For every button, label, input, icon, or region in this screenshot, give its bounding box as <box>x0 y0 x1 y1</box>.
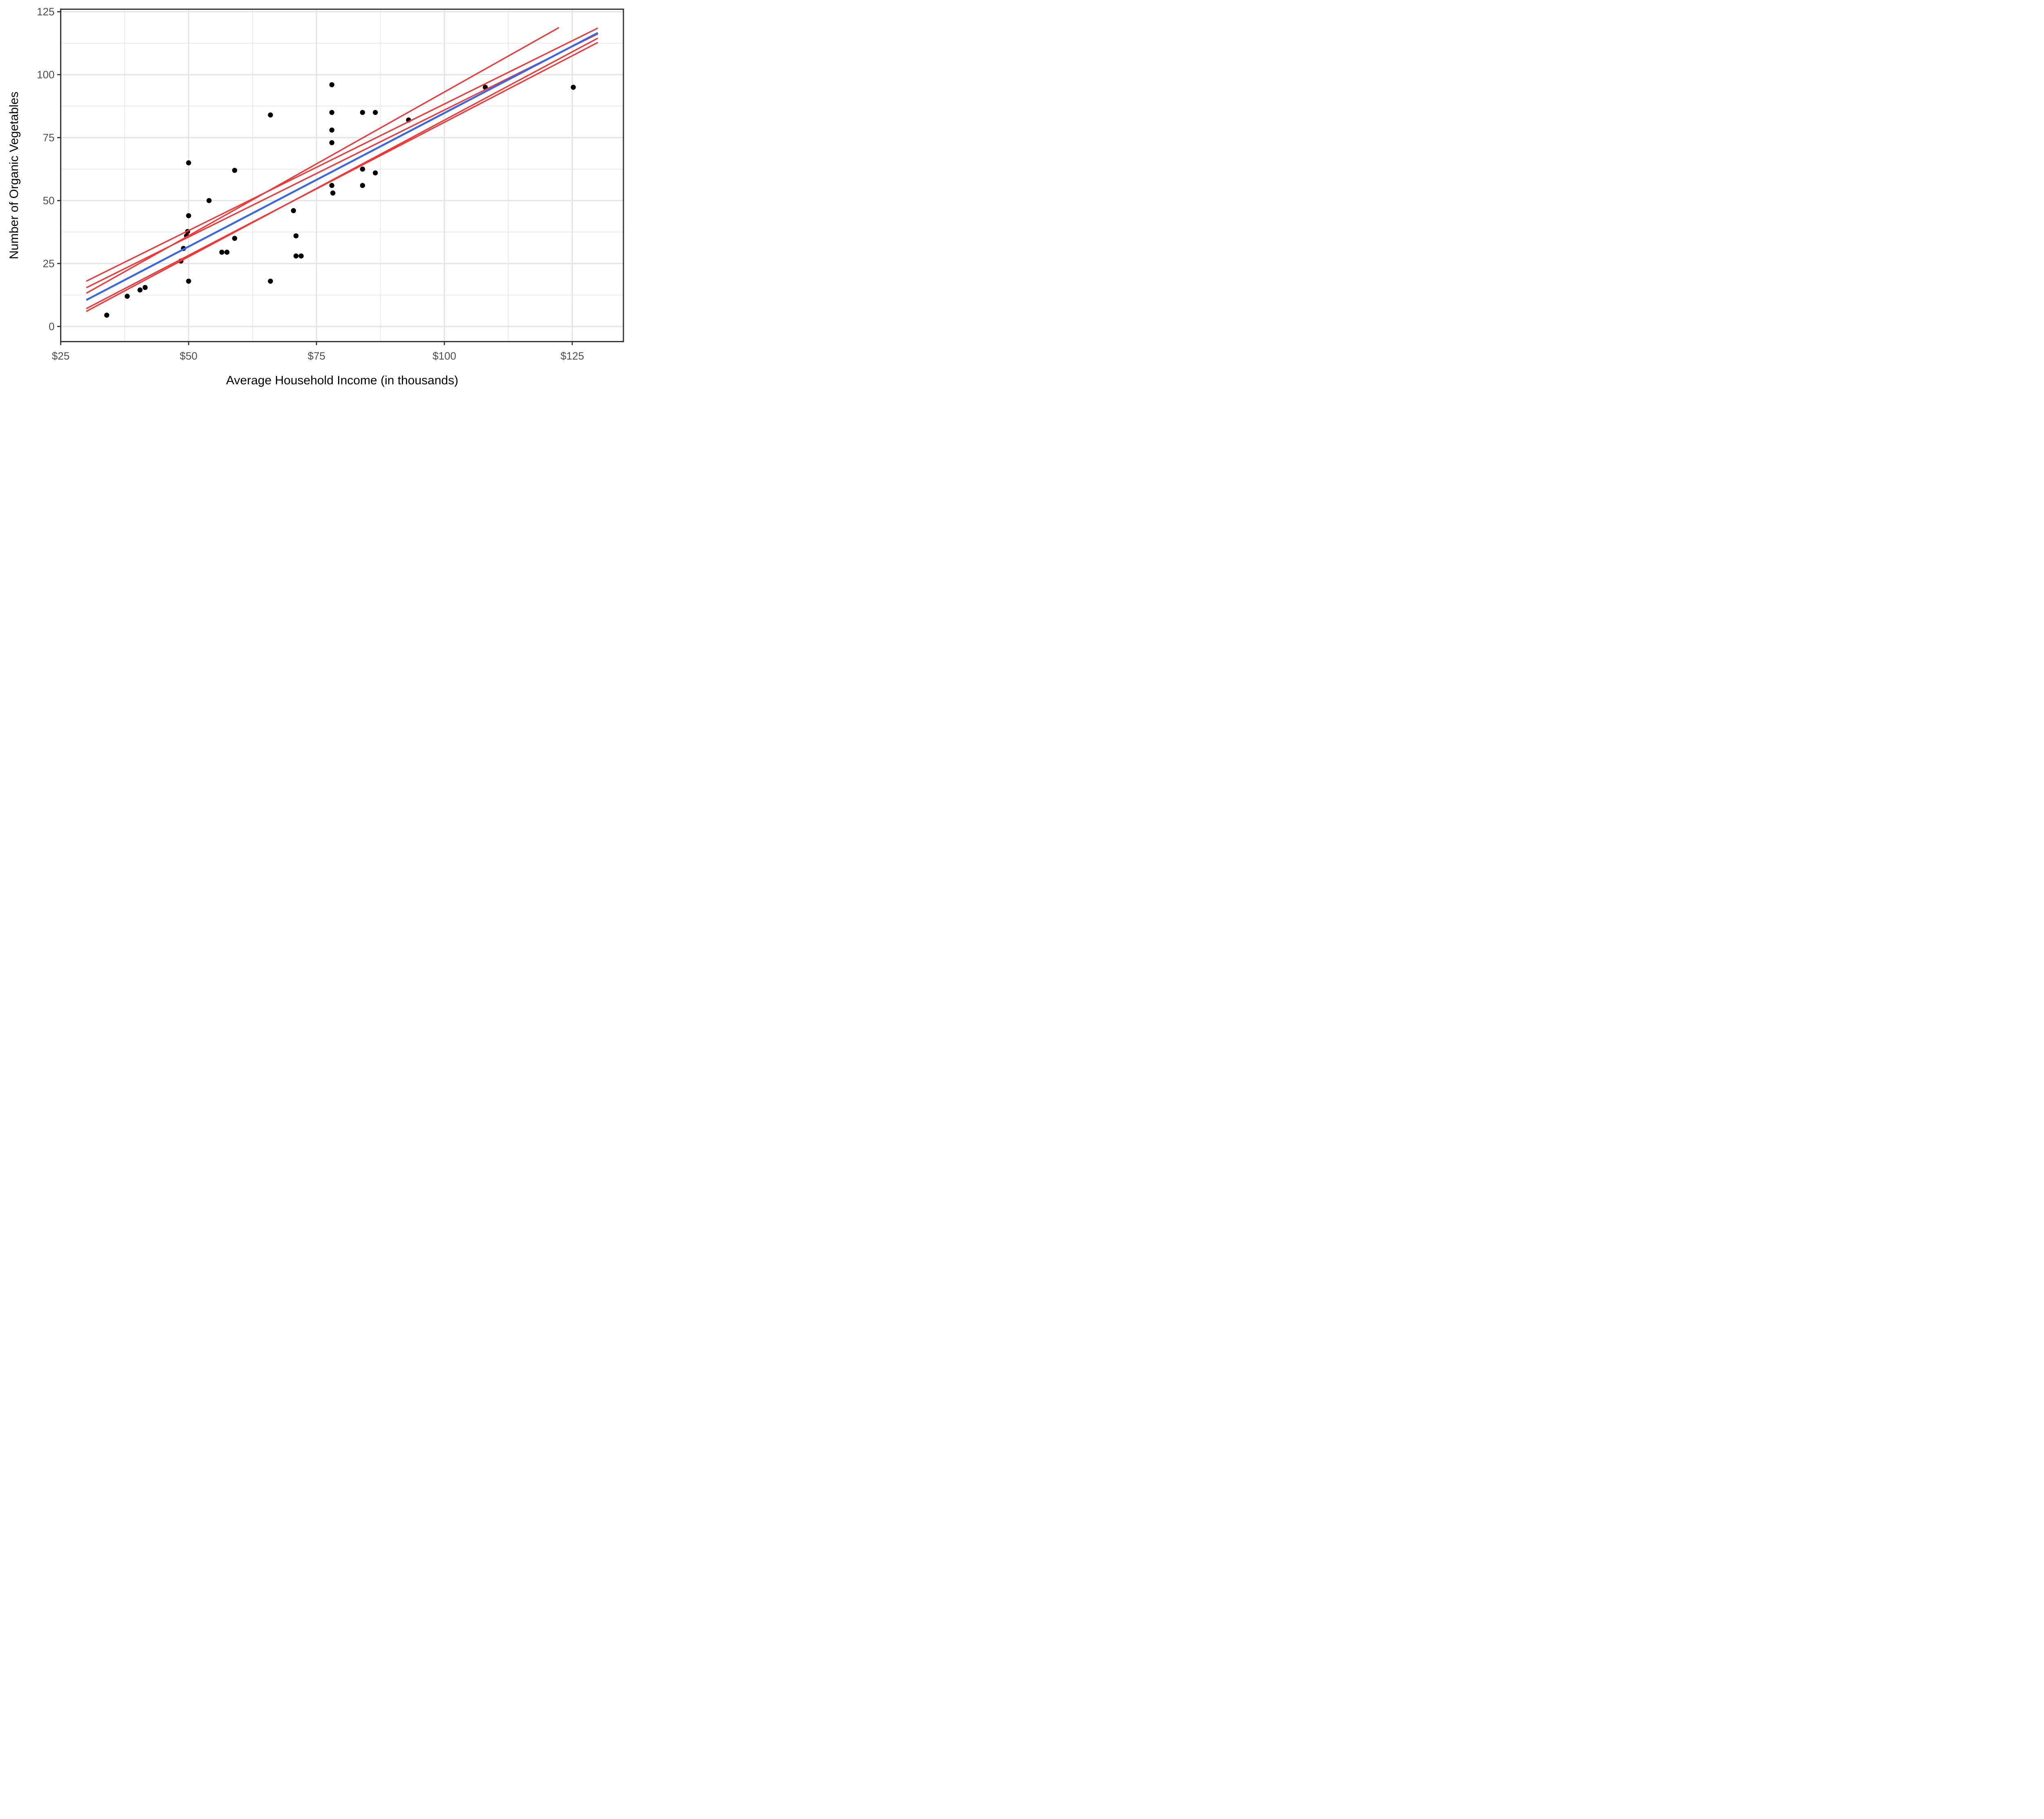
data-point <box>372 170 378 176</box>
axis-tick-marks <box>57 11 573 345</box>
data-point <box>571 85 576 90</box>
data-point <box>104 312 110 318</box>
x-axis-title: Average Household Income (in thousands) <box>226 374 458 387</box>
y-tick-label-0: 0 <box>49 321 54 333</box>
data-point <box>137 287 143 293</box>
data-point <box>186 278 191 284</box>
data-point <box>291 208 296 213</box>
data-point <box>298 253 304 259</box>
data-point <box>232 236 238 241</box>
data-point <box>329 82 334 87</box>
data-point <box>186 160 191 166</box>
scatter-plot: $25 $50 $75 $100 $125 0 25 50 75 100 125 Average … <box>0 0 632 390</box>
bootstrap-regression-lines <box>86 27 598 312</box>
data-point <box>330 190 336 196</box>
y-tick-label-25: 25 <box>43 258 55 270</box>
y-axis-title: Number of Organic Vegetables <box>7 92 21 259</box>
data-point <box>186 213 191 218</box>
data-point <box>360 183 365 188</box>
fitted-regression-line <box>86 32 598 301</box>
bootstrap-regression-line <box>86 42 598 310</box>
data-point <box>329 127 334 133</box>
data-point <box>142 285 148 290</box>
data-point <box>268 278 273 284</box>
y-tick-label-50: 50 <box>43 195 55 207</box>
panel-border <box>60 9 624 342</box>
data-point <box>232 168 238 173</box>
y-tick-label-75: 75 <box>43 132 55 144</box>
bootstrap-regression-line <box>86 27 598 282</box>
data-point <box>206 198 212 203</box>
data-point <box>329 183 334 188</box>
data-point <box>293 233 299 239</box>
data-point <box>124 294 130 299</box>
data-point <box>360 110 365 115</box>
x-tick-label-100: $100 <box>433 350 456 362</box>
y-tick-label-100: 100 <box>37 69 54 81</box>
data-point <box>372 110 378 115</box>
x-tick-label-50: $50 <box>180 350 197 362</box>
x-tick-label-25: $25 <box>52 350 69 362</box>
fitted-regression-line <box>86 32 598 301</box>
data-point <box>219 249 224 255</box>
x-axis-tick-labels: $25 $50 $75 $100 $125 <box>52 350 584 362</box>
data-point <box>224 249 230 255</box>
scatter-plot-figure: $25 $50 $75 $100 $125 0 25 50 75 100 125 Average … <box>0 0 632 390</box>
x-tick-label-75: $75 <box>307 350 325 362</box>
data-point <box>329 110 334 115</box>
bootstrap-regression-line <box>86 27 560 294</box>
y-tick-label-125: 125 <box>37 6 54 18</box>
data-point <box>293 253 299 259</box>
gridlines-minor <box>61 9 623 342</box>
data-point <box>360 166 365 172</box>
y-axis-tick-labels: 0 25 50 75 100 125 <box>37 6 54 333</box>
data-points <box>104 82 576 318</box>
data-point <box>268 112 273 118</box>
x-tick-label-125: $125 <box>560 350 584 362</box>
data-point <box>329 140 334 146</box>
